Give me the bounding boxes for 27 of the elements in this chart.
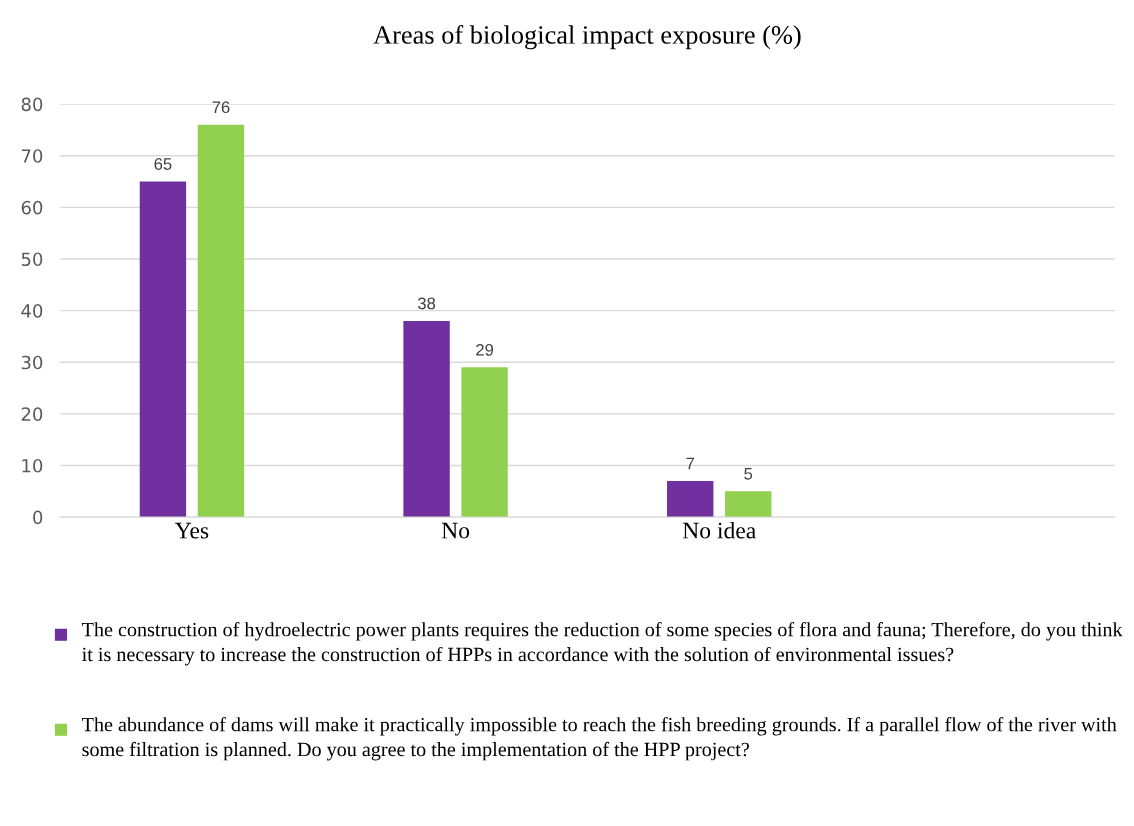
x-tick-label: No idea — [682, 521, 756, 539]
data-label: 29 — [476, 343, 494, 356]
bar — [139, 181, 187, 518]
legend-label: The construction of hydroelectric power plants requires the reduction of some species of flora and fauna; Therefore, do you think it is necessary to increase the construction of HPPs in accordance with the solution of environmental issues? — [82, 621, 1123, 666]
y-tick-label: 10 — [22, 458, 43, 473]
y-tick-label: 20 — [21, 407, 43, 421]
y-tick-label: 80 — [21, 97, 43, 112]
bar — [461, 367, 508, 518]
y-tick-label: 40 — [21, 304, 43, 318]
y-tick-label: 50 — [21, 252, 43, 267]
y-tick-label: 30 — [21, 355, 43, 370]
data-label: 38 — [417, 297, 436, 310]
y-tick-label: 60 — [21, 200, 43, 215]
x-tick-label: No — [441, 522, 470, 539]
bar — [403, 320, 450, 518]
legend-label: The abundance of dams will make it practically impossible to reach the fish breeding grounds. If a parallel flow of the river with some filtration is planned. Do you agree to the implementation of the HPP project? — [82, 716, 1117, 761]
data-label: 7 — [686, 457, 695, 470]
data-label: 65 — [154, 158, 172, 170]
y-tick-label: 70 — [21, 149, 43, 163]
bar — [667, 480, 714, 518]
x-tick-label: Yes — [175, 522, 209, 539]
chart-title: Areas of biological impact exposure (%) — [373, 25, 801, 50]
bar — [197, 124, 245, 518]
data-label: 5 — [744, 468, 753, 480]
data-label: 76 — [212, 101, 230, 114]
y-tick-label: 0 — [33, 510, 43, 525]
bar — [725, 491, 772, 518]
